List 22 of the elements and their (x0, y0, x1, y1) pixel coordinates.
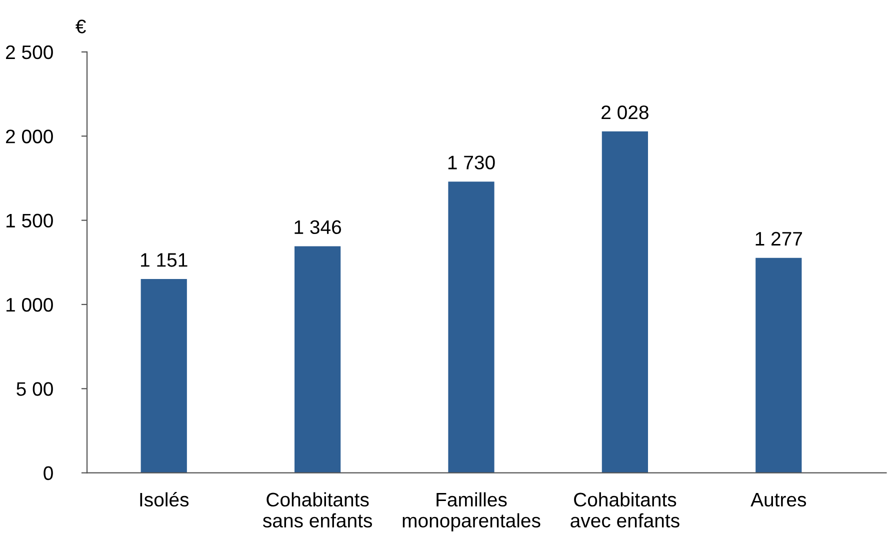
y-axis-title: € (76, 20, 86, 34)
x-tick-label: Familles monoparentales (402, 492, 540, 532)
x-tick-label: Cohabitants avec enfants (570, 492, 680, 528)
data-label: 2 028 (602, 105, 648, 120)
x-tick-label: Isolés (140, 492, 189, 507)
y-tick-label: 2 000 (6, 130, 53, 144)
bar (448, 182, 494, 473)
bar (602, 131, 648, 473)
y-tick-label: 1 000 (6, 298, 53, 312)
bar (294, 246, 341, 473)
data-label: 1 730 (448, 156, 495, 170)
y-tick-label: 1 500 (6, 214, 53, 228)
y-tick-label: 5 00 (16, 382, 53, 396)
bar (140, 279, 187, 473)
y-tick-label: 2 500 (6, 45, 53, 60)
x-tick-label: Autres (750, 492, 806, 507)
y-tick-label: 0 (44, 466, 53, 480)
data-label: 1 277 (756, 232, 802, 246)
bar (756, 258, 802, 473)
data-label: 1 346 (294, 220, 342, 234)
x-tick-label: Cohabitants sans enfants (262, 492, 372, 528)
data-label: 1 151 (141, 253, 188, 267)
